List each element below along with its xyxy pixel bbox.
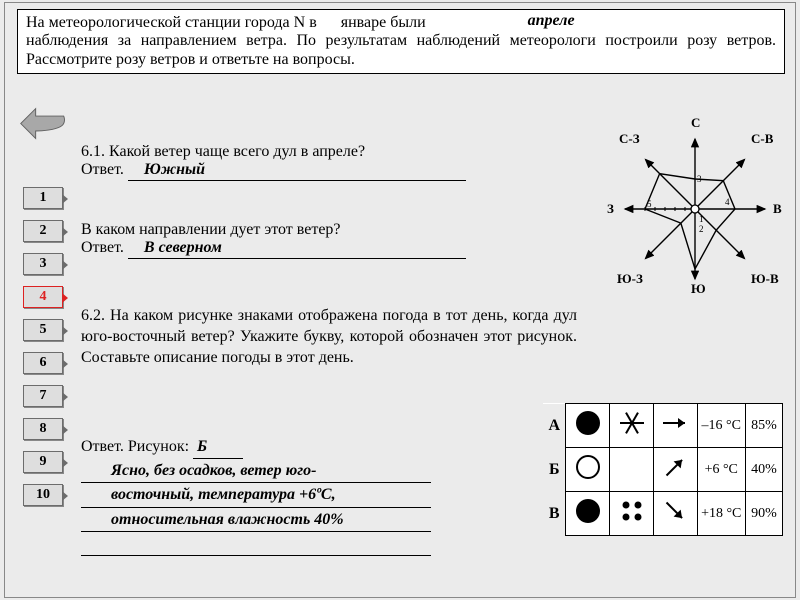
header-blank1: январе [341, 14, 386, 31]
nav-step-7[interactable]: 7 [23, 385, 63, 407]
q62-label: Ответ. Рисунок: [81, 438, 189, 455]
nav-step-4[interactable]: 4 [23, 286, 63, 308]
q62: 6.2. На каком рисунке знаками отображена… [81, 306, 577, 368]
svg-text:С: С [691, 115, 700, 130]
q61a-label: Ответ. [81, 161, 124, 178]
nav-step-5[interactable]: 5 [23, 319, 63, 341]
nav-step-9[interactable]: 9 [23, 451, 63, 473]
header-mid: были [390, 14, 425, 31]
svg-text:В: В [773, 201, 782, 216]
table-row: А–16 °C85% [543, 404, 783, 448]
q61b-answer: В северном [128, 239, 466, 258]
svg-text:1: 1 [699, 214, 704, 224]
task-header: На метеорологической станции города N в … [17, 9, 785, 74]
q61b-label: Ответ. [81, 239, 124, 256]
table-row: Б+6 °C40% [543, 448, 783, 492]
q62-desc3: относительная влажность 40% [111, 511, 344, 528]
q62-letter: Б [197, 438, 207, 455]
weather-table: А–16 °C85%Б+6 °C40%В+18 °C90% [543, 403, 783, 536]
q61b-text: В каком направлении дует этот ветер? [81, 221, 341, 238]
q61a-answer: Южный [128, 161, 466, 180]
q61b: В каком направлении дует этот ветер? Отв… [81, 221, 581, 259]
header-prefix: На метеорологической станции города N в [26, 14, 317, 31]
svg-text:З: З [607, 201, 614, 216]
nav-step-1[interactable]: 1 [23, 187, 63, 209]
q62-desc2: восточный, температура +6ºС, [111, 486, 336, 503]
nav-step-2[interactable]: 2 [23, 220, 63, 242]
svg-text:С-В: С-В [751, 131, 774, 146]
table-row: В+18 °C90% [543, 492, 783, 536]
svg-text:Ю: Ю [691, 281, 706, 295]
svg-text:Ю-В: Ю-В [751, 271, 779, 286]
svg-text:С-З: С-З [619, 131, 640, 146]
nav-step-6[interactable]: 6 [23, 352, 63, 374]
back-arrow-icon[interactable] [17, 103, 73, 159]
header-rest: наблюдения за направлением ветра. По рез… [26, 32, 776, 67]
wind-rose-diagram: 12534СЮЗВС-ЗС-ВЮ-ЗЮ-В [605, 115, 785, 295]
nav-step-10[interactable]: 10 [23, 484, 63, 506]
q61a-text: 6.1. Какой ветер чаще всего дул в апреле… [81, 143, 365, 160]
nav-step-8[interactable]: 8 [23, 418, 63, 440]
svg-text:4: 4 [725, 197, 730, 207]
q61a: 6.1. Какой ветер чаще всего дул в апреле… [81, 143, 581, 181]
header-blank2: апреле [528, 12, 575, 30]
q62-answer-block: Ответ. Рисунок: Б Ясно, без осадков, вет… [81, 435, 451, 556]
svg-text:Ю-З: Ю-З [617, 271, 643, 286]
q62-desc1: Ясно, без осадков, ветер юго- [111, 462, 317, 479]
nav-step-3[interactable]: 3 [23, 253, 63, 275]
q62-text: 6.2. На каком рисунке знаками отображена… [81, 307, 577, 366]
svg-text:2: 2 [699, 224, 704, 234]
